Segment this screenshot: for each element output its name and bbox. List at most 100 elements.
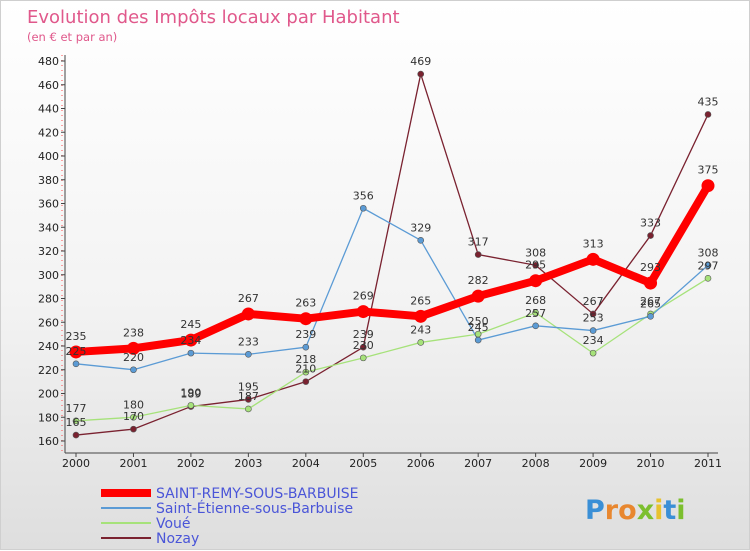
data-point-nozay: [302, 378, 310, 385]
data-label-nozay: 239: [353, 328, 374, 341]
data-point-saint-etienne-sous-barbuise: [532, 322, 539, 330]
data-point-nozay: [647, 232, 654, 239]
x-tick-label: 2004: [292, 457, 320, 470]
y-tick-label: 460: [38, 79, 59, 92]
y-tick-label: 360: [38, 198, 59, 211]
y-tick-label: 320: [38, 245, 59, 258]
data-label-nozay: 195: [238, 380, 259, 393]
data-label-voue: 177: [66, 402, 87, 415]
data-label-saint-remy-sous-barbuise: 375: [698, 164, 719, 177]
y-tick-label: 240: [38, 340, 59, 353]
data-point-voue: [532, 309, 539, 317]
data-label-saint-remy-sous-barbuise: 265: [410, 294, 431, 307]
data-label-nozay: 317: [468, 236, 489, 249]
data-label-voue: 267: [640, 295, 661, 308]
data-label-saint-etienne-sous-barbuise: 356: [353, 189, 374, 202]
logo-letter: P: [585, 495, 605, 526]
data-label-saint-remy-sous-barbuise: 282: [468, 274, 489, 287]
data-point-voue: [72, 417, 80, 425]
y-ticks: 160 180 200 220 240 260 280 300 320 340 360 380 400 4…: [38, 55, 65, 448]
data-label-saint-etienne-sous-barbuise: 265: [640, 297, 661, 310]
data-point-voue: [359, 354, 367, 362]
x-tick-label: 2006: [407, 457, 435, 470]
data-label-saint-etienne-sous-barbuise: 239: [295, 328, 316, 341]
data-point-saint-etienne-sous-barbuise: [589, 327, 597, 334]
data-point-saint-remy-sous-barbuise: [471, 289, 485, 303]
data-point-voue: [417, 339, 425, 346]
data-point-nozay: [245, 396, 252, 403]
data-point-saint-etienne-sous-barbuise: [359, 204, 367, 212]
data-label-saint-etienne-sous-barbuise: 220: [123, 351, 144, 364]
data-label-saint-remy-sous-barbuise: 313: [583, 237, 604, 250]
legend-label: SAINT-REMY-SOUS-BARBUISE: [156, 486, 358, 502]
data-label-saint-etienne-sous-barbuise: 234: [180, 334, 201, 347]
data-label-nozay: 469: [410, 55, 431, 68]
data-label-saint-etienne-sous-barbuise: 257: [525, 307, 546, 320]
data-label-saint-etienne-sous-barbuise: 233: [238, 335, 259, 348]
x-ticks: 2000 2001 2002 2003 2004 2005 2006 2007 2008 2009…: [62, 453, 722, 470]
data-point-saint-remy-sous-barbuise: [356, 305, 370, 319]
y-tick-label: 260: [38, 316, 59, 329]
x-tick-label: 2003: [234, 457, 262, 470]
axes: [61, 55, 718, 454]
y-tick-label: 280: [38, 293, 59, 306]
data-label-voue: 190: [180, 386, 201, 399]
data-label-saint-remy-sous-barbuise: 263: [295, 297, 316, 310]
y-tick-label: 340: [38, 221, 59, 234]
data-point-saint-etienne-sous-barbuise: [474, 336, 482, 344]
data-point-saint-remy-sous-barbuise: [184, 333, 198, 347]
x-tick-label: 2010: [637, 457, 665, 470]
data-label-voue: 180: [123, 398, 144, 411]
logo-letter: o: [618, 495, 637, 526]
data-label-saint-remy-sous-barbuise: 245: [180, 318, 201, 331]
y-tick-label: 200: [38, 388, 59, 401]
data-point-saint-remy-sous-barbuise: [69, 345, 83, 359]
data-point-nozay: [72, 431, 80, 439]
data-point-saint-remy-sous-barbuise: [241, 307, 255, 321]
data-point-saint-etienne-sous-barbuise: [72, 360, 80, 368]
x-tick-label: 2008: [522, 457, 550, 470]
x-tick-label: 2002: [177, 457, 205, 470]
x-tick-label: 2011: [694, 457, 722, 470]
data-point-saint-remy-sous-barbuise: [586, 252, 600, 266]
data-point-nozay: [359, 343, 367, 351]
y-tick-label: 480: [38, 55, 59, 68]
data-label-saint-etienne-sous-barbuise: 253: [583, 312, 604, 325]
logo-letter: i: [654, 495, 663, 526]
data-point-saint-etienne-sous-barbuise: [130, 366, 137, 374]
x-tick-label: 2001: [119, 457, 147, 470]
data-label-nozay: 267: [583, 295, 604, 308]
data-label-voue: 250: [468, 315, 489, 328]
data-label-nozay: 165: [66, 416, 87, 429]
y-tick-label: 180: [38, 411, 59, 424]
x-tick-label: 2009: [579, 457, 607, 470]
series-line-voue: [75, 277, 709, 422]
y-tick-label: 160: [38, 435, 59, 448]
logo-letter: t: [663, 495, 676, 526]
data-label-voue: 187: [238, 390, 259, 403]
data-point-saint-remy-sous-barbuise: [414, 309, 428, 323]
y-tick-label: 400: [38, 150, 59, 163]
legend-label: Voué: [156, 516, 191, 532]
data-label-saint-remy-sous-barbuise: 269: [353, 290, 374, 303]
data-label-nozay: 435: [698, 95, 719, 108]
data-label-voue: 230: [353, 339, 374, 352]
data-point-voue: [130, 413, 137, 421]
series-line-saint-etienne-sous-barbuise: [75, 207, 709, 371]
data-point-saint-etienne-sous-barbuise: [647, 313, 654, 320]
logo-letter: i: [676, 495, 685, 526]
x-tick-label: 2005: [349, 457, 377, 470]
series-line-saint-remy-sous-barbuise: [72, 181, 712, 356]
data-point-voue: [589, 349, 597, 357]
data-label-voue: 268: [525, 294, 546, 307]
data-point-nozay: [474, 251, 482, 258]
data-label-saint-remy-sous-barbuise: 238: [123, 326, 144, 339]
data-point-saint-remy-sous-barbuise: [529, 274, 543, 288]
logo-letter: x: [637, 495, 654, 526]
x-tick-label: 2000: [62, 457, 90, 470]
data-point-nozay: [532, 261, 539, 269]
data-point-nozay: [130, 425, 137, 433]
data-label-saint-remy-sous-barbuise: 235: [66, 330, 87, 343]
data-point-voue: [187, 402, 195, 409]
